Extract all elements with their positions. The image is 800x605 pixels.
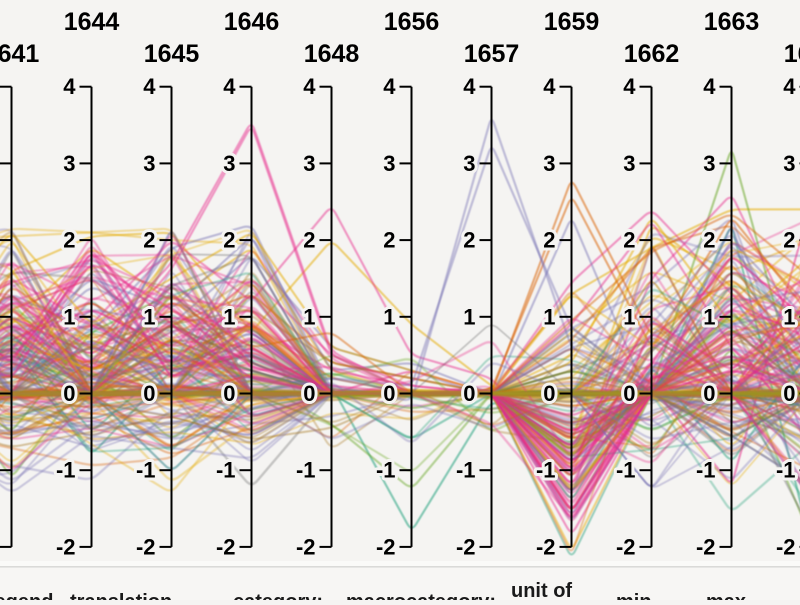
svg-text:unit of: unit of (511, 580, 572, 600)
svg-text:1: 1 (143, 304, 155, 329)
svg-text:2: 2 (783, 228, 795, 253)
svg-text:3: 3 (543, 151, 555, 176)
svg-text:4: 4 (223, 74, 236, 99)
svg-text:-2: -2 (376, 534, 396, 559)
svg-text:-2: -2 (456, 534, 476, 559)
svg-text:4: 4 (623, 74, 636, 99)
svg-text:-1: -1 (216, 458, 236, 483)
svg-text:-2: -2 (616, 534, 636, 559)
svg-text:1645: 1645 (144, 40, 200, 68)
svg-text:-1: -1 (696, 458, 716, 483)
svg-text:1656: 1656 (384, 8, 440, 36)
svg-text:2: 2 (463, 228, 475, 253)
svg-text:2: 2 (223, 228, 235, 253)
svg-text:1: 1 (63, 304, 75, 329)
svg-text:-1: -1 (376, 458, 396, 483)
svg-text:2: 2 (383, 228, 395, 253)
svg-text:0: 0 (783, 381, 795, 406)
svg-text:4: 4 (543, 74, 556, 99)
svg-text:0: 0 (223, 381, 235, 406)
svg-text:1664: 1664 (784, 40, 800, 68)
svg-text:0: 0 (543, 381, 555, 406)
svg-text:-2: -2 (56, 534, 76, 559)
svg-text:2: 2 (63, 228, 75, 253)
svg-text:2: 2 (703, 228, 715, 253)
svg-text:4: 4 (463, 74, 476, 99)
svg-text:-2: -2 (536, 534, 556, 559)
svg-text:1: 1 (623, 304, 635, 329)
svg-text:1648: 1648 (304, 40, 360, 68)
svg-text:-2: -2 (696, 534, 716, 559)
svg-text:-1: -1 (456, 458, 476, 483)
svg-text:-2: -2 (136, 534, 156, 559)
svg-text:1646: 1646 (224, 8, 280, 36)
svg-text:1659: 1659 (544, 8, 600, 36)
svg-text:3: 3 (703, 151, 715, 176)
svg-text:-1: -1 (136, 458, 156, 483)
svg-text:-2: -2 (776, 534, 796, 559)
svg-text:max: max (706, 591, 746, 600)
svg-text:4: 4 (303, 74, 316, 99)
svg-text:translation: translation (70, 591, 172, 600)
svg-text:macrocategory:: macrocategory: (346, 591, 496, 600)
svg-text:1: 1 (303, 304, 315, 329)
svg-text:-2: -2 (216, 534, 236, 559)
svg-text:1: 1 (223, 304, 235, 329)
svg-text:0: 0 (303, 381, 315, 406)
svg-text:0: 0 (703, 381, 715, 406)
svg-text:2: 2 (303, 228, 315, 253)
svg-text:3: 3 (783, 151, 795, 176)
svg-text:2: 2 (543, 228, 555, 253)
svg-text:1: 1 (543, 304, 555, 329)
svg-text:-2: -2 (296, 534, 316, 559)
svg-text:1663: 1663 (704, 8, 760, 36)
svg-text:4: 4 (783, 74, 796, 99)
svg-text:0: 0 (383, 381, 395, 406)
svg-text:1644: 1644 (64, 8, 120, 36)
svg-text:0: 0 (63, 381, 75, 406)
svg-text:1: 1 (703, 304, 715, 329)
svg-text:1: 1 (383, 304, 395, 329)
svg-text:4: 4 (63, 74, 76, 99)
svg-text:legend: legend (0, 591, 53, 600)
svg-text:4: 4 (143, 74, 156, 99)
svg-text:2: 2 (143, 228, 155, 253)
svg-text:3: 3 (303, 151, 315, 176)
svg-text:4: 4 (703, 74, 716, 99)
svg-text:category:: category: (233, 591, 323, 600)
svg-text:-1: -1 (616, 458, 636, 483)
svg-text:1657: 1657 (464, 40, 520, 68)
svg-text:0: 0 (623, 381, 635, 406)
svg-text:-1: -1 (56, 458, 76, 483)
svg-text:0: 0 (143, 381, 155, 406)
svg-text:min: min (616, 591, 652, 600)
svg-text:3: 3 (63, 151, 75, 176)
svg-text:-1: -1 (776, 458, 796, 483)
svg-text:4: 4 (383, 74, 396, 99)
svg-text:1641: 1641 (0, 40, 39, 68)
svg-text:-1: -1 (536, 458, 556, 483)
svg-text:3: 3 (383, 151, 395, 176)
svg-text:3: 3 (623, 151, 635, 176)
svg-text:0: 0 (463, 381, 475, 406)
svg-text:1: 1 (783, 304, 795, 329)
svg-text:2: 2 (623, 228, 635, 253)
svg-text:1662: 1662 (624, 40, 680, 68)
svg-text:3: 3 (223, 151, 235, 176)
svg-text:-1: -1 (296, 458, 316, 483)
svg-text:3: 3 (463, 151, 475, 176)
svg-text:1: 1 (463, 304, 475, 329)
svg-text:3: 3 (143, 151, 155, 176)
